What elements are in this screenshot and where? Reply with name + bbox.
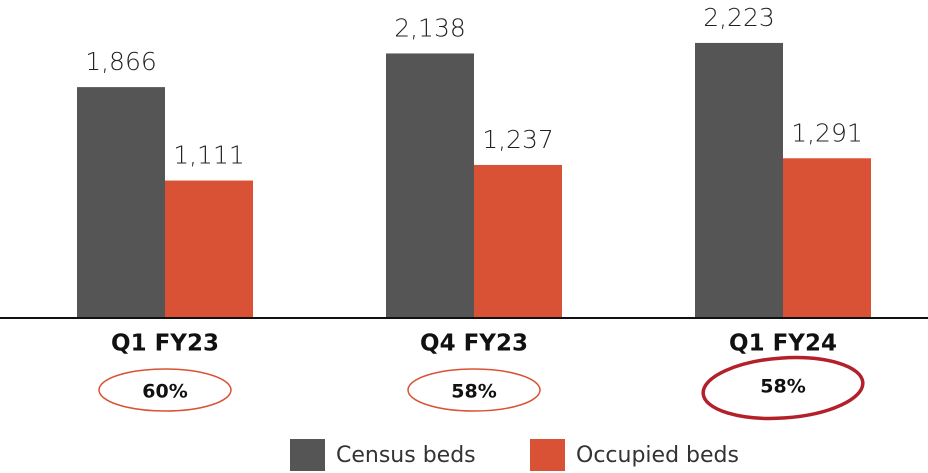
x-tick-label: Q4 FY23 <box>420 331 528 357</box>
value-label: 1,866 <box>85 47 157 76</box>
value-label: 2,138 <box>394 13 466 42</box>
legend-label: Census beds <box>336 443 476 468</box>
highlight-ellipse <box>701 355 865 421</box>
occupancy-label: 58% <box>760 376 805 398</box>
bar <box>77 87 165 318</box>
value-label: 2,223 <box>703 3 775 32</box>
ellipse <box>407 368 541 412</box>
legend-label: Occupied beds <box>576 443 739 468</box>
occupancy-label: 58% <box>451 381 496 403</box>
x-tick-label: Q1 FY24 <box>729 331 837 357</box>
occupancy-label: 60% <box>142 381 187 403</box>
legend-swatch <box>530 439 565 471</box>
value-label: 1,111 <box>173 141 245 170</box>
bar <box>474 164 562 318</box>
bar <box>695 42 783 318</box>
bar <box>165 180 253 318</box>
bar <box>783 158 871 318</box>
value-label: 1,291 <box>791 118 863 147</box>
legend-swatch <box>290 439 325 471</box>
ellipse <box>98 368 232 412</box>
value-label: 1,237 <box>482 125 554 154</box>
bar <box>386 53 474 318</box>
x-tick-label: Q1 FY23 <box>111 331 219 357</box>
